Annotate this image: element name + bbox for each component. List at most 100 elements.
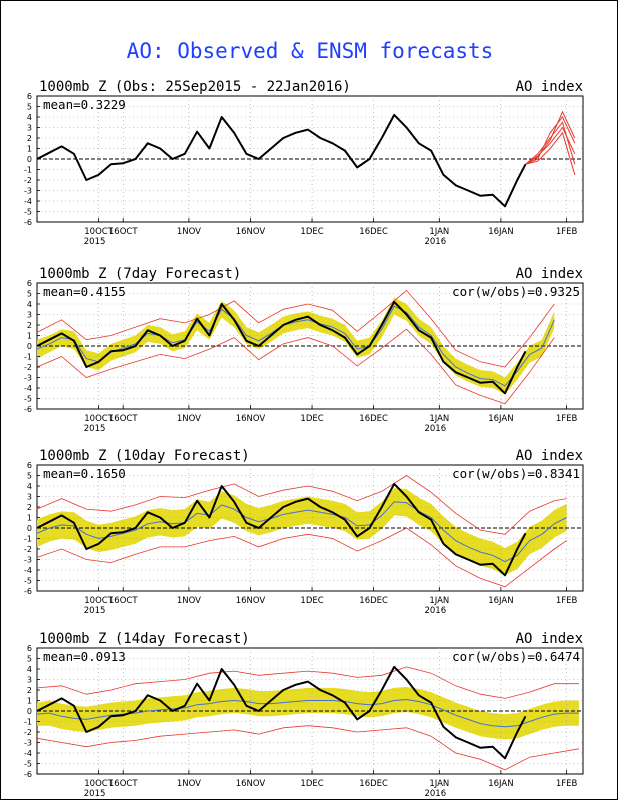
mean-label: mean=0.0913 — [43, 649, 126, 664]
y-tick-label: 3 — [27, 311, 32, 320]
panel-title: 1000mb Z (7day Forecast) — [39, 266, 241, 282]
x-tick-label: 16OCT — [109, 227, 138, 237]
forecast-member-line — [525, 116, 576, 165]
x-tick-year: 2015 — [84, 237, 106, 247]
y-tick-label: -1 — [24, 535, 32, 544]
y-tick-label: -1 — [24, 166, 32, 175]
y-tick-label: 1 — [27, 332, 32, 341]
y-tick-label: 2 — [27, 321, 32, 330]
y-tick-label: -6 — [24, 770, 32, 779]
x-tick-label: 10OCT — [84, 779, 113, 789]
x-tick-year: 2016 — [424, 606, 446, 616]
x-tick-label: 1DEC — [300, 227, 323, 237]
x-tick-label: 1JAN — [429, 227, 449, 237]
members-max-line — [36, 475, 567, 535]
ensemble-mean-line — [36, 305, 555, 387]
mean-label: mean=0.4155 — [43, 284, 126, 299]
members-min-line — [36, 527, 567, 588]
ensemble-spread-band — [37, 686, 579, 740]
y-tick-label: 5 — [27, 103, 32, 112]
observed-ao-line — [36, 665, 527, 760]
forecast-member-line — [525, 131, 576, 175]
y-tick-label: -6 — [24, 218, 32, 227]
y-tick-label: 0 — [27, 524, 32, 533]
y-tick-label: -5 — [24, 577, 32, 586]
x-tick-label: 16JAN — [488, 414, 513, 424]
x-tick-label: 16JAN — [488, 596, 513, 606]
x-tick-label: 1FEB — [556, 414, 578, 424]
y-tick-label: 0 — [27, 155, 32, 164]
x-tick-label: 16NOV — [236, 779, 266, 789]
y-tick-label: -5 — [24, 760, 32, 769]
x-tick-year: 2016 — [424, 789, 446, 799]
x-tick-year: 2015 — [84, 606, 106, 616]
y-tick-label: 4 — [27, 482, 32, 491]
forecast-member-line — [525, 121, 576, 165]
y-tick-label: 6 — [27, 279, 32, 288]
y-tick-label: -5 — [24, 395, 32, 404]
y-tick-label: -3 — [24, 739, 32, 748]
y-tick-label: 2 — [27, 134, 32, 143]
y-tick-label: 6 — [27, 644, 32, 653]
x-tick-label: 16NOV — [236, 227, 266, 237]
y-tick-label: -2 — [24, 176, 32, 185]
x-tick-label: 1JAN — [429, 779, 449, 789]
observed-ao-line — [36, 482, 527, 577]
members-min-line — [36, 328, 555, 405]
x-tick-label: 1NOV — [177, 596, 201, 606]
x-tick-year: 2015 — [84, 424, 106, 434]
x-tick-label: 16JAN — [488, 227, 513, 237]
index-label: AO index — [516, 631, 583, 647]
x-tick-label: 16DEC — [359, 227, 388, 237]
y-tick-label: 5 — [27, 290, 32, 299]
x-tick-label: 1FEB — [556, 779, 578, 789]
y-tick-label: -2 — [24, 728, 32, 737]
y-tick-label: -4 — [24, 197, 32, 206]
y-tick-label: 1 — [27, 145, 32, 154]
index-label: AO index — [516, 266, 583, 282]
y-tick-label: 3 — [27, 493, 32, 502]
x-tick-year: 2016 — [424, 424, 446, 434]
forecast-member-line — [525, 110, 576, 165]
y-tick-label: 2 — [27, 686, 32, 695]
ensemble-mean-line — [36, 501, 567, 563]
y-tick-label: -4 — [24, 384, 32, 393]
x-tick-label: 16JAN — [488, 779, 513, 789]
members-max-line — [36, 289, 555, 368]
index-label: AO index — [516, 448, 583, 464]
y-tick-label: 6 — [27, 92, 32, 101]
x-tick-label: 10OCT — [84, 414, 113, 424]
x-tick-label: 10OCT — [84, 596, 113, 606]
observed-ao-line — [36, 300, 527, 395]
x-tick-year: 2016 — [424, 237, 446, 247]
y-tick-label: 6 — [27, 461, 32, 470]
correlation-label: cor(w/obs)=0.8341 — [452, 466, 580, 481]
members-max-line — [36, 666, 579, 699]
x-tick-year: 2015 — [84, 789, 106, 799]
x-tick-label: 1NOV — [177, 227, 201, 237]
y-tick-label: 1 — [27, 514, 32, 523]
y-tick-label: 5 — [27, 655, 32, 664]
y-tick-label: 3 — [27, 124, 32, 133]
x-tick-label: 1NOV — [177, 779, 201, 789]
ensemble-spread-band — [37, 488, 567, 576]
y-tick-label: -1 — [24, 353, 32, 362]
x-tick-label: 1DEC — [300, 596, 323, 606]
y-tick-label: 1 — [27, 697, 32, 706]
y-tick-label: -4 — [24, 749, 32, 758]
x-tick-label: 1DEC — [300, 414, 323, 424]
mean-label: mean=0.1650 — [43, 466, 126, 481]
y-tick-label: -1 — [24, 718, 32, 727]
y-tick-label: -3 — [24, 374, 32, 383]
y-tick-label: 0 — [27, 342, 32, 351]
y-tick-label: 0 — [27, 707, 32, 716]
x-tick-label: 16DEC — [359, 414, 388, 424]
y-tick-label: 4 — [27, 300, 32, 309]
members-min-line — [36, 725, 579, 771]
y-tick-label: -6 — [24, 587, 32, 596]
x-tick-label: 10OCT — [84, 227, 113, 237]
